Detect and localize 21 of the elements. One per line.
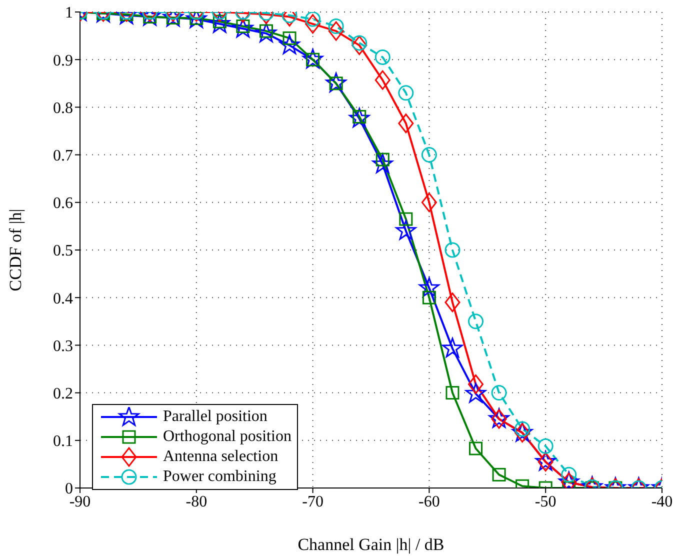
- y-tick-label: 0.3: [53, 338, 73, 355]
- y-tick-label: 1: [65, 4, 73, 22]
- x-tick-label: -80: [186, 493, 208, 510]
- y-tick-label: 0.1: [53, 433, 73, 450]
- legend-label: Parallel position: [163, 407, 268, 427]
- y-tick-label: 0.9: [53, 52, 73, 70]
- legend-label: Power combining: [163, 467, 276, 487]
- legend-label: Antenna selection: [163, 447, 278, 467]
- x-tick-label: -70: [302, 493, 324, 510]
- y-tick-label: 0.7: [53, 147, 73, 164]
- y-tick-label: 0.5: [53, 242, 73, 260]
- y-tick-label: 0.2: [53, 385, 73, 402]
- x-tick-label: -40: [651, 493, 673, 510]
- legend-label: Orthogonal position: [163, 427, 292, 447]
- y-axis-title: CCDF of |h|: [6, 208, 26, 292]
- y-tick-label: 0.8: [53, 100, 73, 117]
- y-tick-label: 0.4: [53, 290, 73, 308]
- x-axis-title: Channel Gain |h| / dB: [298, 535, 444, 554]
- x-tick-label: -60: [418, 493, 440, 510]
- x-tick-label: -50: [534, 493, 556, 510]
- y-tick-label: 0.6: [53, 195, 73, 212]
